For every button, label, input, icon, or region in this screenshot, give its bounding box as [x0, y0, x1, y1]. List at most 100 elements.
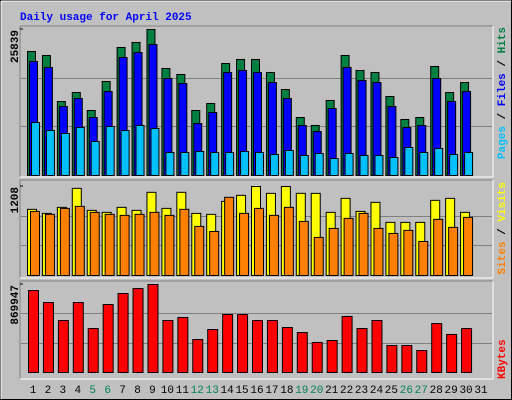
- bar: [373, 227, 384, 276]
- x-tick-label: 25: [385, 385, 398, 397]
- bar: [237, 314, 249, 373]
- legend-entry: Pages: [497, 126, 509, 159]
- bar: [134, 213, 145, 276]
- bar: [266, 320, 278, 374]
- bar: [72, 302, 84, 373]
- bar: [192, 339, 204, 374]
- bar: [433, 218, 444, 276]
- bar: [463, 216, 474, 276]
- legend-separator: /: [497, 106, 509, 126]
- legend-separator: /: [497, 222, 509, 242]
- bar: [195, 150, 205, 176]
- bar: [326, 340, 338, 373]
- bar: [449, 153, 459, 176]
- bar: [254, 207, 264, 276]
- bar: [105, 125, 115, 176]
- bar: [90, 140, 100, 176]
- bar: [44, 213, 55, 276]
- y-tick-label: 1208: [10, 187, 22, 214]
- legend-entry: Sites: [497, 241, 509, 274]
- bar: [222, 314, 234, 373]
- bar: [268, 214, 279, 277]
- bar: [59, 207, 70, 276]
- x-tick-label: 14: [221, 385, 235, 397]
- bar: [180, 151, 190, 176]
- legend-entry: Hits: [497, 27, 509, 53]
- x-tick-label: 27: [415, 385, 428, 397]
- bar: [416, 350, 428, 373]
- legend-separator: /: [497, 53, 509, 73]
- bar: [102, 304, 114, 373]
- x-tick-label: 13: [206, 385, 219, 397]
- bar: [225, 151, 235, 176]
- bar: [328, 227, 339, 276]
- bar: [281, 326, 293, 373]
- bar: [269, 153, 279, 176]
- x-tick-label: 23: [355, 385, 368, 397]
- bar: [448, 226, 459, 277]
- x-tick-label: 4: [74, 385, 81, 397]
- bar: [57, 320, 69, 374]
- bar: [418, 240, 429, 276]
- x-tick-label: 1: [30, 385, 37, 397]
- x-tick-label: 30: [459, 385, 472, 397]
- bar: [162, 320, 174, 374]
- x-tick-label: 7: [119, 385, 126, 397]
- x-tick-label: 28: [430, 385, 443, 397]
- bar: [147, 284, 159, 373]
- x-tick-label: 31: [474, 385, 488, 397]
- bar: [371, 320, 383, 374]
- x-tick-label: 19: [295, 385, 308, 397]
- bar: [388, 232, 399, 276]
- bar: [344, 152, 354, 177]
- x-tick-label: 16: [250, 385, 263, 397]
- bar: [165, 151, 175, 176]
- x-tick-label: 26: [400, 385, 413, 397]
- bar: [255, 151, 264, 176]
- bar: [164, 214, 175, 277]
- legend-entry: Visits: [497, 182, 509, 222]
- x-tick-label: 2: [45, 385, 52, 397]
- bar: [149, 211, 160, 276]
- bar: [283, 206, 294, 276]
- bar: [210, 151, 220, 176]
- x-tick-label: 24: [370, 385, 384, 397]
- bar: [74, 205, 85, 276]
- bar: [359, 154, 369, 177]
- chart-title: Daily usage for April 2025: [20, 12, 192, 24]
- x-tick-label: 15: [235, 385, 248, 397]
- legend: Pages / Files / Hits: [497, 27, 509, 159]
- bar: [132, 288, 144, 373]
- bar: [434, 147, 444, 177]
- bar: [298, 220, 309, 276]
- bar: [194, 225, 205, 276]
- bar: [31, 121, 40, 176]
- bar: [461, 327, 473, 373]
- bar: [431, 323, 443, 374]
- x-tick-label: 3: [60, 385, 67, 397]
- bar: [45, 129, 55, 177]
- bar: [401, 344, 413, 373]
- x-tick-label: 20: [310, 385, 323, 397]
- x-tick-label: 29: [445, 385, 458, 397]
- bar: [89, 211, 100, 276]
- x-tick-label: 17: [265, 385, 278, 397]
- bar: [119, 214, 130, 277]
- bar: [87, 327, 99, 373]
- bar: [404, 146, 414, 176]
- x-tick-label: 6: [104, 385, 111, 397]
- bar: [150, 127, 160, 176]
- bar: [117, 292, 129, 374]
- bar: [358, 212, 369, 276]
- bar: [311, 341, 323, 373]
- bar: [446, 333, 458, 373]
- legend: Sites / Visits: [497, 182, 509, 274]
- bar: [341, 315, 353, 374]
- bar: [224, 196, 235, 276]
- bar: [299, 154, 309, 177]
- x-tick-label: 11: [176, 385, 190, 397]
- x-tick-label: 8: [134, 385, 141, 397]
- x-tick-label: 10: [161, 385, 174, 397]
- bar: [75, 126, 85, 177]
